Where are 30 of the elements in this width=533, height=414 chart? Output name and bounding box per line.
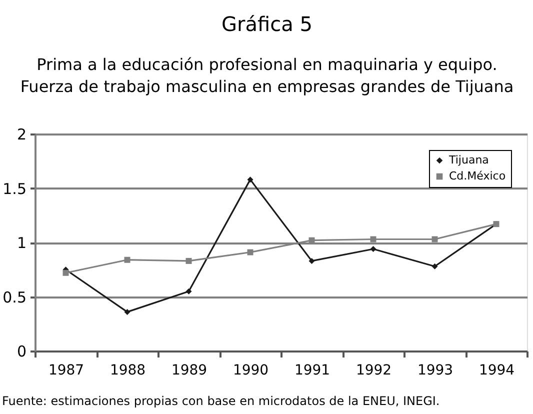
- point: [308, 258, 315, 264]
- point: [186, 258, 192, 264]
- point: [370, 246, 376, 252]
- x-tick-label: 1989: [171, 362, 208, 378]
- x-tick-label: 1994: [478, 362, 515, 378]
- point: [432, 263, 438, 270]
- point: [370, 236, 376, 242]
- point: [62, 270, 69, 276]
- point: [124, 308, 130, 315]
- chart-title: Gráfica 5: [222, 12, 312, 36]
- point: [124, 256, 130, 263]
- x-tick-label: 1987: [48, 362, 84, 378]
- y-tick-label: 0: [16, 342, 26, 360]
- source-note: Fuente: estimaciones propias con base en microdatos de la ENEU, INEGI.: [2, 394, 440, 408]
- y-tick-label: 0.5: [2, 288, 26, 306]
- x-tick-label: 1991: [294, 362, 330, 378]
- x-tick-label: 1992: [356, 362, 392, 378]
- legend-label: Tijuana: [448, 154, 489, 166]
- y-tick-label: 1: [16, 234, 26, 252]
- x-tick-label: 1993: [417, 362, 454, 378]
- y-tick-label: 2: [16, 126, 26, 144]
- point: [247, 249, 254, 256]
- chart-subtitle: Prima a la educación profesional en maquinaria y equipo. Fuerza de trabajo masculina en empresas grandes de Tijuana: [20, 55, 514, 96]
- point: [247, 176, 254, 183]
- legend-label: Cd.México: [449, 170, 506, 182]
- x-tick-label: 1990: [232, 362, 269, 378]
- x-tick-label: 1988: [110, 362, 146, 378]
- y-tick-label: 1.5: [2, 180, 26, 198]
- point: [432, 236, 438, 242]
- point: [186, 288, 192, 294]
